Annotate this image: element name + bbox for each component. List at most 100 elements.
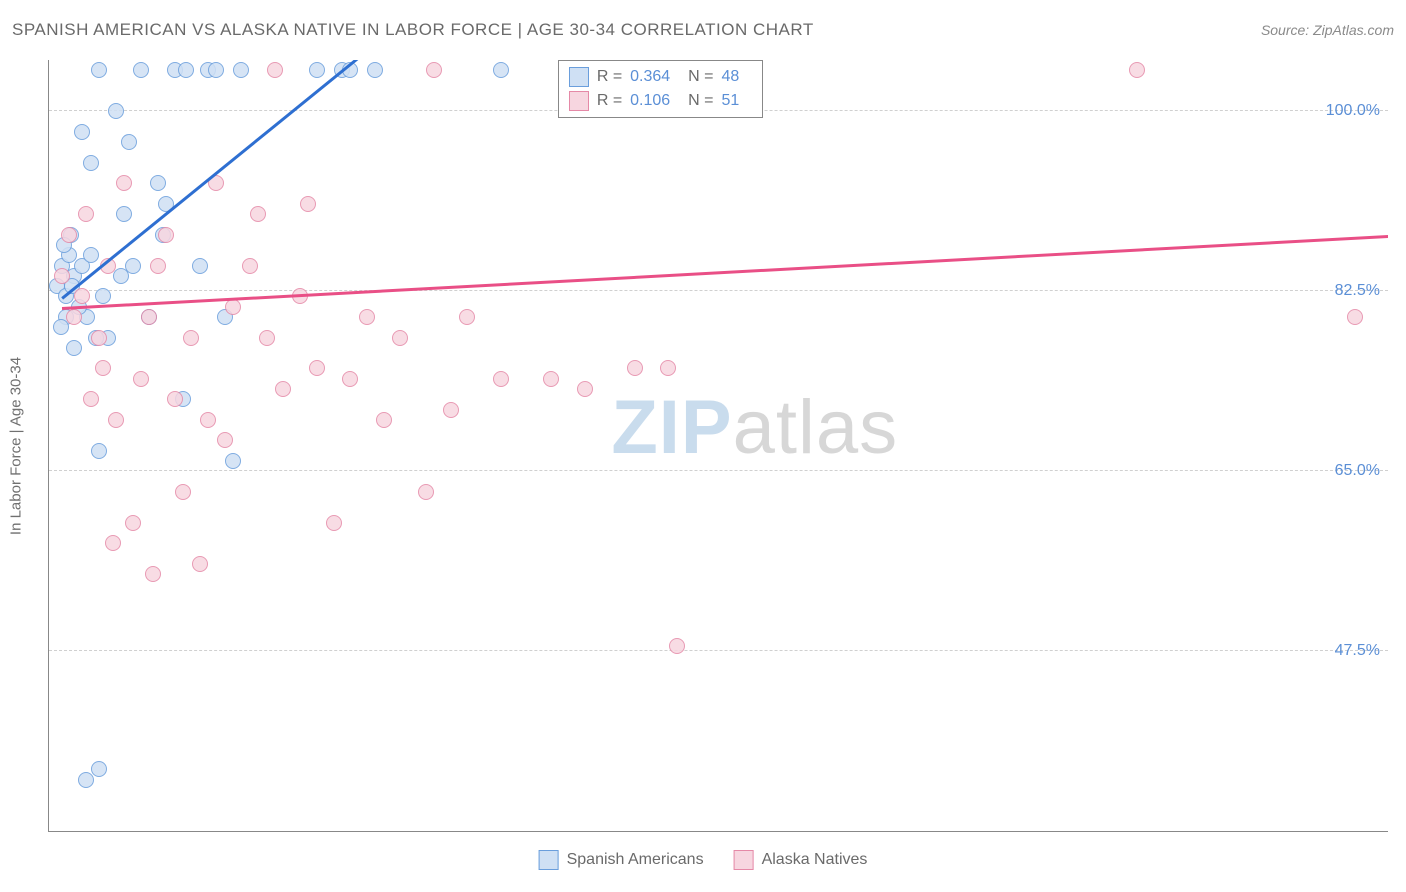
legend-swatch	[569, 91, 589, 111]
legend-r-label: R =	[597, 92, 622, 110]
scatter-marker	[669, 638, 685, 654]
scatter-marker	[54, 268, 70, 284]
scatter-marker	[167, 391, 183, 407]
scatter-marker	[242, 258, 258, 274]
scatter-marker	[91, 443, 107, 459]
scatter-marker	[183, 330, 199, 346]
x-tick	[551, 831, 552, 832]
y-tick-label: 65.0%	[1335, 462, 1380, 480]
scatter-marker	[627, 360, 643, 376]
scatter-marker	[225, 453, 241, 469]
legend-swatch	[539, 850, 559, 870]
x-tick	[216, 831, 217, 832]
title-bar: SPANISH AMERICAN VS ALASKA NATIVE IN LAB…	[12, 20, 1394, 40]
legend-series-item: Alaska Natives	[734, 850, 868, 870]
watermark: ZIPatlas	[611, 384, 898, 471]
y-tick-label: 100.0%	[1326, 102, 1380, 120]
scatter-marker	[259, 330, 275, 346]
scatter-marker	[78, 206, 94, 222]
scatter-marker	[150, 258, 166, 274]
legend-n-label: N =	[688, 92, 713, 110]
x-tick	[1053, 831, 1054, 832]
scatter-marker	[493, 371, 509, 387]
scatter-marker	[233, 62, 249, 78]
scatter-marker	[108, 412, 124, 428]
scatter-marker	[250, 206, 266, 222]
scatter-marker	[267, 62, 283, 78]
x-tick	[1221, 831, 1222, 832]
gridline-h	[49, 290, 1388, 291]
source-text: Source: ZipAtlas.com	[1261, 22, 1394, 38]
x-tick	[886, 831, 887, 832]
scatter-marker	[359, 309, 375, 325]
scatter-marker	[200, 412, 216, 428]
scatter-marker	[175, 484, 191, 500]
gridline-h	[49, 470, 1388, 471]
scatter-marker	[1129, 62, 1145, 78]
legend-swatch	[734, 850, 754, 870]
scatter-marker	[443, 402, 459, 418]
scatter-marker	[493, 62, 509, 78]
scatter-marker	[192, 258, 208, 274]
legend-n-value: 51	[722, 92, 752, 110]
scatter-marker	[459, 309, 475, 325]
scatter-marker	[178, 62, 194, 78]
chart-container: SPANISH AMERICAN VS ALASKA NATIVE IN LAB…	[0, 0, 1406, 892]
scatter-marker	[83, 391, 99, 407]
trend-line	[62, 235, 1388, 310]
scatter-marker	[141, 309, 157, 325]
scatter-marker	[74, 124, 90, 140]
chart-title: SPANISH AMERICAN VS ALASKA NATIVE IN LAB…	[12, 20, 814, 40]
scatter-marker	[91, 62, 107, 78]
scatter-marker	[577, 381, 593, 397]
legend-r-value: 0.106	[630, 92, 680, 110]
scatter-marker	[1347, 309, 1363, 325]
scatter-marker	[53, 319, 69, 335]
gridline-h	[49, 650, 1388, 651]
scatter-marker	[116, 175, 132, 191]
scatter-marker	[105, 535, 121, 551]
legend-n-label: N =	[688, 68, 713, 86]
scatter-marker	[83, 155, 99, 171]
scatter-marker	[95, 288, 111, 304]
scatter-marker	[66, 309, 82, 325]
scatter-marker	[543, 371, 559, 387]
scatter-marker	[133, 371, 149, 387]
scatter-marker	[91, 330, 107, 346]
legend-r-value: 0.364	[630, 68, 680, 86]
legend-bottom: Spanish Americans Alaska Natives	[539, 850, 868, 870]
scatter-marker	[192, 556, 208, 572]
watermark-atlas: atlas	[733, 385, 899, 470]
scatter-marker	[426, 62, 442, 78]
legend-n-value: 48	[722, 68, 752, 86]
scatter-marker	[145, 566, 161, 582]
legend-swatch	[569, 67, 589, 87]
scatter-marker	[150, 175, 166, 191]
legend-series-name: Spanish Americans	[567, 851, 704, 869]
scatter-marker	[108, 103, 124, 119]
legend-correlation-box: R = 0.364 N = 48 R = 0.106 N = 51	[558, 60, 763, 118]
scatter-marker	[125, 515, 141, 531]
x-tick	[719, 831, 720, 832]
scatter-marker	[309, 360, 325, 376]
x-tick	[49, 831, 50, 832]
scatter-marker	[418, 484, 434, 500]
scatter-marker	[74, 288, 90, 304]
scatter-marker	[116, 206, 132, 222]
scatter-marker	[121, 134, 137, 150]
legend-series-item: Spanish Americans	[539, 850, 704, 870]
scatter-marker	[133, 62, 149, 78]
scatter-marker	[392, 330, 408, 346]
scatter-marker	[113, 268, 129, 284]
scatter-marker	[326, 515, 342, 531]
scatter-marker	[376, 412, 392, 428]
legend-r-label: R =	[597, 68, 622, 86]
scatter-marker	[158, 227, 174, 243]
plot-area: ZIPatlas 100.0%82.5%65.0%47.5%0.0%80.0%R…	[48, 60, 1388, 832]
scatter-marker	[208, 62, 224, 78]
watermark-zip: ZIP	[611, 385, 732, 470]
scatter-marker	[95, 360, 111, 376]
y-tick-label: 82.5%	[1335, 282, 1380, 300]
scatter-marker	[78, 772, 94, 788]
scatter-marker	[367, 62, 383, 78]
